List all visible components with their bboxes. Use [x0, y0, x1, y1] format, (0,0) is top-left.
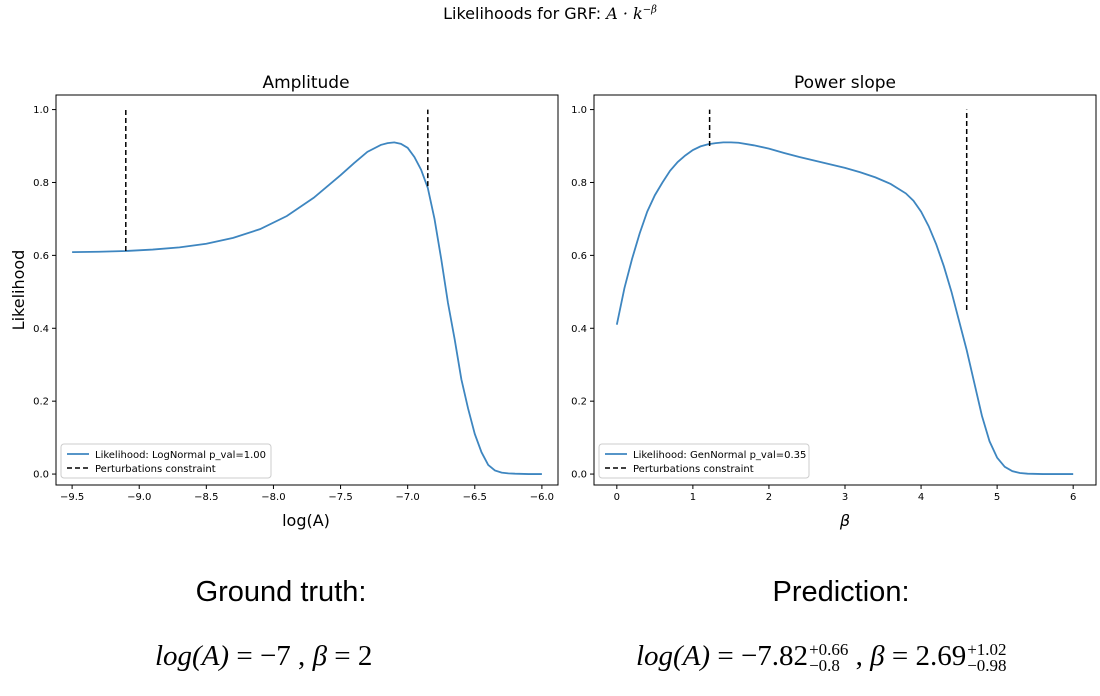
pred-beta-uncertainty: +1.02 −0.98 [967, 640, 1007, 676]
amplitude-legend: Likelihood: LogNormal p_val=1.00 Perturba… [60, 443, 272, 479]
suptitle-prefix: Likelihoods for GRF: [443, 4, 607, 23]
power-slope-legend-box [598, 443, 810, 479]
power-slope-legend-constraint-label: Perturbations constraint [633, 464, 754, 475]
power-slope-legend-likelihood-label: Likelihood: GenNormal p_val=0.35 [633, 450, 806, 461]
gt-log-a-symbol: log(A) [155, 640, 230, 672]
amplitude-title: Amplitude [262, 73, 349, 93]
pred-log-a-uncertainty: +0.66 −0.8 [809, 640, 849, 676]
power-slope-x-tick-label: 5 [994, 492, 1000, 503]
amplitude-x-tick-label: −9.0 [127, 492, 151, 503]
power-slope-axes-frame [593, 94, 1097, 486]
power-slope-panel: Power slope β 0 1 2 3 4 5 6 0.0 0.2 0.4 0.6 0.8 1.0 L… [571, 73, 1097, 530]
pred-separator: , [848, 640, 871, 672]
power-slope-x-tick-label: 2 [766, 492, 772, 503]
amplitude-y-tick-label: 0.6 [33, 251, 49, 262]
amplitude-legend-constraint-label: Perturbations constraint [95, 464, 216, 475]
amplitude-y-tick-label: 0.4 [33, 324, 49, 335]
power-slope-y-tick-label: 0.2 [571, 397, 587, 408]
ground-truth-heading: Ground truth: [195, 576, 367, 608]
amplitude-axes-frame [55, 94, 559, 486]
ground-truth-formula: log(A) = −7 , β = 2 [155, 640, 372, 673]
amplitude-legend-box [60, 443, 272, 479]
power-slope-x-tick-label: 4 [918, 492, 924, 503]
gt-log-a-value: = −7 , [229, 640, 313, 672]
pred-log-a-upper: +0.66 [809, 640, 849, 660]
power-slope-x-axis-label: β [839, 511, 850, 530]
power-slope-likelihood-line [615, 141, 1074, 475]
prediction-formula: log(A) = −7.82 +0.66 −0.8 , β = 2.69 +1.02−… [636, 640, 1007, 674]
pred-beta-symbol: β [870, 640, 885, 672]
amplitude-x-axis-label: log(A) [282, 511, 330, 530]
gt-beta-symbol: β [312, 640, 328, 672]
amplitude-legend-likelihood-label: Likelihood: LogNormal p_val=1.00 [95, 450, 266, 461]
figure-suptitle: Likelihoods for GRF: A · k−β [0, 4, 1100, 23]
power-slope-title: Power slope [794, 73, 896, 93]
pred-log-a-value: = −7.82 [710, 640, 809, 672]
power-slope-legend: Likelihood: GenNormal p_val=0.35 Perturba… [598, 443, 810, 479]
pred-beta-lower: −0.98 [967, 656, 1007, 676]
amplitude-y-tick-label: 1.0 [33, 105, 49, 116]
power-slope-y-tick-label: 0.4 [571, 324, 587, 335]
power-slope-x-tick-label: 0 [614, 492, 620, 503]
amplitude-x-tick-label: −8.0 [261, 492, 285, 503]
amplitude-x-tick-label: −9.5 [60, 492, 84, 503]
amplitude-y-tick-label: 0.2 [33, 397, 49, 408]
pred-beta-upper: +1.02 [967, 640, 1007, 660]
amplitude-x-tick-label: −7.0 [396, 492, 420, 503]
power-slope-x-tick-label: 3 [842, 492, 848, 503]
prediction-heading: Prediction: [772, 576, 910, 608]
amplitude-x-tick-label: −7.5 [328, 492, 352, 503]
amplitude-y-tick-label: 0.0 [33, 470, 49, 481]
power-slope-y-tick-label: 0.0 [571, 470, 587, 481]
amplitude-y-tick-label: 0.8 [33, 178, 49, 189]
amplitude-x-tick-label: −6.0 [530, 492, 554, 503]
amplitude-likelihood-line [72, 141, 542, 475]
suptitle-formula-base: A · k [606, 4, 643, 23]
power-slope-x-tick-label: 1 [690, 492, 696, 503]
amplitude-x-tick-label: −6.5 [463, 492, 487, 503]
amplitude-panel: Amplitude Likelihood log(A) −9.5 −9.0 −8.5… [9, 73, 559, 530]
amplitude-x-tick-label: −8.5 [194, 492, 218, 503]
pred-log-a-symbol: log(A) [636, 640, 711, 672]
power-slope-y-tick-label: 1.0 [571, 105, 587, 116]
y-axis-label: Likelihood [9, 250, 28, 331]
power-slope-y-tick-label: 0.6 [571, 251, 587, 262]
power-slope-y-tick-label: 0.8 [571, 178, 587, 189]
chart-figure: Amplitude Likelihood log(A) −9.5 −9.0 −8.5… [9, 73, 1097, 530]
power-slope-x-tick-label: 6 [1070, 492, 1076, 503]
suptitle-formula-exponent: −β [642, 4, 657, 16]
gt-beta-value: = 2 [327, 640, 373, 672]
pred-log-a-lower: −0.8 [809, 656, 840, 676]
pred-beta-value: = 2.69 [884, 640, 967, 672]
